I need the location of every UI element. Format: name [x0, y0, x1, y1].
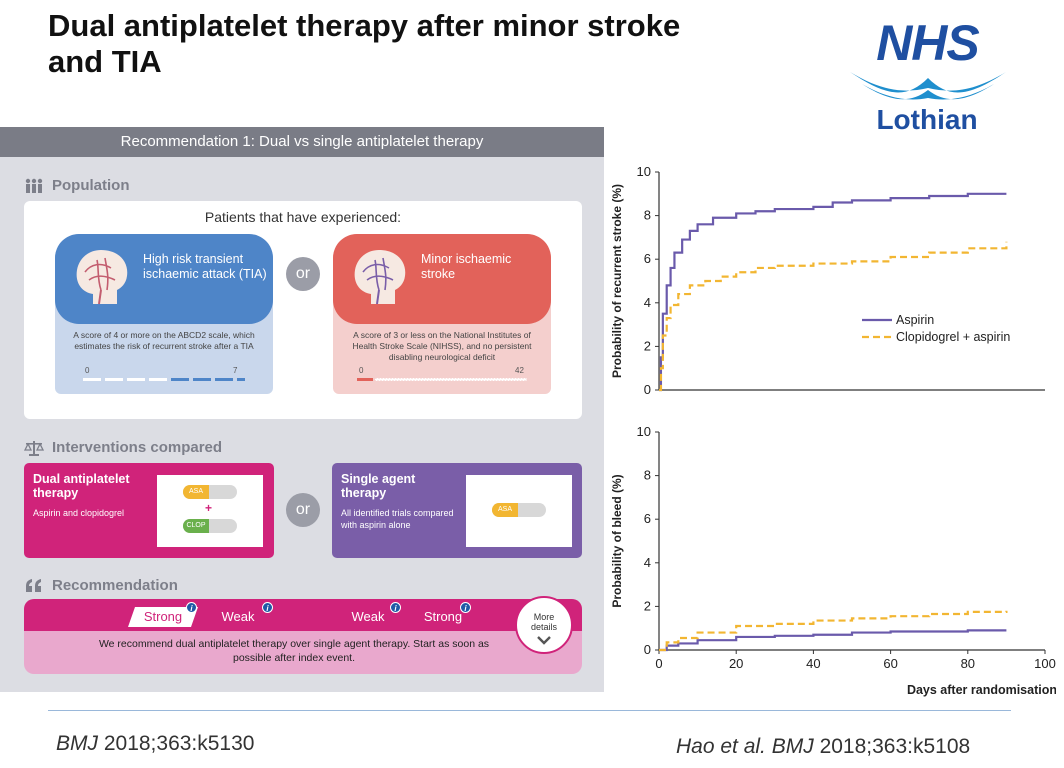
tia-description: A score of 4 or more on the ABCD2 scale,… — [73, 330, 255, 351]
y-tick-label: 2 — [644, 338, 651, 353]
footer-right-cite: 2018;363:k5108 — [813, 735, 971, 758]
legend-label: Aspirin — [896, 313, 934, 327]
y-axis-label: Probability of recurrent stroke (%) — [610, 184, 624, 378]
strength-bar — [24, 599, 582, 631]
x-tick-label: 0 — [655, 656, 662, 671]
y-tick-label: 2 — [644, 598, 651, 613]
strong-single-tag[interactable]: Strong — [423, 609, 463, 624]
nhs-swoosh-icon — [850, 72, 1006, 100]
asa-capsule-icon: ASA — [492, 503, 546, 517]
nhs-lothian-logo: NHS Lothian — [842, 10, 1012, 135]
scales-icon — [24, 440, 44, 456]
clop-capsule-icon: CLOP — [183, 519, 237, 533]
dual-therapy-title: Dual antiplatelet therapy — [33, 472, 130, 500]
info-icon[interactable]: i — [460, 602, 471, 613]
minor-stroke-card: Minor ischaemic stroke A score of 3 or l… — [333, 234, 551, 394]
series-line-clopidogrel-aspirin — [659, 610, 1008, 652]
tia-title: High risk transient ischaemic attack (TI… — [143, 252, 267, 281]
recommendation-text: We recommend dual antiplatelet therapy o… — [98, 638, 490, 664]
abcd2-scale-max: 7 — [233, 366, 238, 375]
population-section-label: Population — [24, 177, 130, 194]
weak-dual-tag[interactable]: Weak — [221, 609, 255, 624]
y-tick-label: 0 — [644, 382, 651, 397]
info-icon[interactable]: i — [262, 602, 273, 613]
asa-capsule-icon: ASA — [183, 485, 237, 499]
single-therapy-title: Single agent therapy — [341, 472, 416, 500]
population-label: Population — [52, 177, 130, 194]
people-icon — [25, 178, 43, 193]
y-tick-label: 8 — [644, 468, 651, 483]
brain-head-icon — [76, 250, 128, 305]
y-tick-label: 6 — [644, 251, 651, 266]
infographic-header: Recommendation 1: Dual vs single antipla… — [0, 127, 604, 157]
or-badge: or — [286, 493, 320, 527]
footer-divider — [48, 710, 1011, 711]
recurrent-stroke-chart: 0 2 4 6 8 10 Probability of recurrent stroke (… — [610, 164, 1045, 397]
tia-card: High risk transient ischaemic attack (TI… — [55, 234, 273, 394]
recommendation-bar: Strong i Weak i Weak i Strong i We recom… — [24, 599, 582, 674]
y-tick-label: 10 — [637, 424, 651, 439]
y-axis-label: Probability of bleed (%) — [610, 474, 624, 607]
dual-therapy-card: Dual antiplatelet therapy Aspirin and cl… — [24, 463, 274, 558]
x-tick-label: 80 — [961, 656, 975, 671]
weak-single-tag[interactable]: Weak — [351, 609, 385, 624]
interventions-section-label: Interventions compared — [24, 439, 222, 456]
nihss-scale — [357, 377, 527, 382]
recommendation-infographic: Recommendation 1: Dual vs single antipla… — [0, 127, 604, 692]
stroke-chart-layer: 0 2 4 6 8 10 Probability of recurrent stroke (… — [610, 164, 1045, 397]
x-tick-label: 100 — [1034, 656, 1056, 671]
stroke-title: Minor ischaemic stroke — [421, 252, 512, 281]
dual-therapy-description: Aspirin and clopidogrel — [33, 508, 125, 518]
legend-label: Clopidogrel + aspirin — [896, 330, 1010, 344]
y-tick-label: 4 — [644, 555, 651, 570]
y-tick-label: 6 — [644, 511, 651, 526]
x-axis-label: Days after randomisation — [907, 683, 1056, 697]
dual-pill-box: ASA + CLOP — [157, 475, 263, 547]
y-tick-label: 0 — [644, 642, 651, 657]
chevron-down-icon — [537, 636, 551, 645]
or-badge: or — [286, 257, 320, 291]
more-details-button[interactable]: More details — [515, 596, 573, 654]
stroke-description: A score of 3 or less on the National Ins… — [352, 330, 532, 362]
series-line-aspirin — [659, 629, 1007, 652]
population-box: Patients that have experienced: High ris… — [24, 201, 582, 419]
series-line-clopidogrel-aspirin — [659, 241, 1008, 392]
population-subtitle: Patients that have experienced: — [204, 209, 402, 225]
footer-citation-left: BMJ 2018;363:k5130 — [56, 732, 254, 756]
recommendation-section-label: Recommendation — [24, 577, 178, 594]
single-therapy-card: Single agent therapy All identified tria… — [332, 463, 582, 558]
quote-icon — [26, 578, 41, 592]
footer-right-author: Hao et al. BMJ — [676, 735, 814, 758]
abcd2-scale — [83, 378, 245, 381]
info-icon[interactable]: i — [186, 602, 197, 613]
x-tick-label: 60 — [883, 656, 897, 671]
footer-left-cite: 2018;363:k5130 — [98, 732, 255, 755]
slide-title: Dual antiplatelet therapy after minor st… — [48, 8, 681, 79]
nihss-scale-min: 0 — [359, 366, 364, 375]
y-tick-label: 10 — [637, 164, 651, 179]
nhs-region-text: Lothian — [876, 104, 978, 135]
y-tick-label: 8 — [644, 208, 651, 223]
more-details-label: More details — [530, 612, 557, 632]
nhs-logo-text: NHS — [876, 15, 980, 71]
series-line-aspirin — [659, 192, 1007, 392]
single-pill-box: ASA — [466, 475, 572, 547]
footer-left-journal: BMJ — [56, 732, 98, 755]
plus-icon: + — [205, 501, 213, 515]
footer-citation-right: Hao et al. BMJ 2018;363:k5108 — [676, 735, 970, 759]
single-therapy-description: All identified trials compared with aspi… — [341, 508, 454, 530]
info-icon[interactable]: i — [390, 602, 401, 613]
x-tick-label: 20 — [729, 656, 743, 671]
x-tick-label: 40 — [806, 656, 820, 671]
abcd2-scale-min: 0 — [85, 366, 90, 375]
recommendation-label: Recommendation — [52, 577, 178, 594]
brain-head-icon — [354, 250, 406, 305]
nihss-scale-max: 42 — [515, 366, 524, 375]
strong-dual-tag[interactable]: Strong — [128, 607, 198, 627]
y-tick-label: 4 — [644, 295, 651, 310]
interventions-label: Interventions compared — [52, 439, 223, 456]
